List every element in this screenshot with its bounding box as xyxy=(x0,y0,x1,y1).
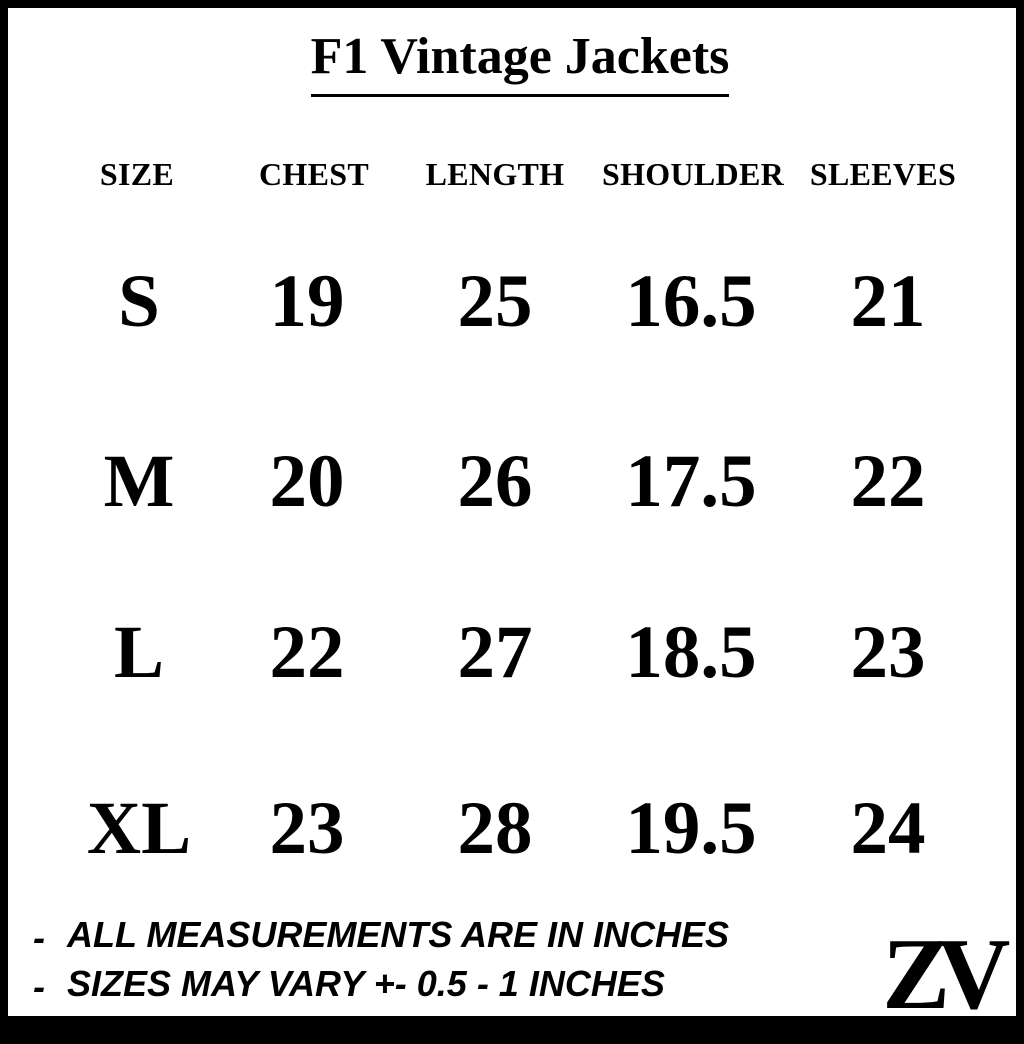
svg-text:ZV: ZV xyxy=(882,917,1010,1030)
